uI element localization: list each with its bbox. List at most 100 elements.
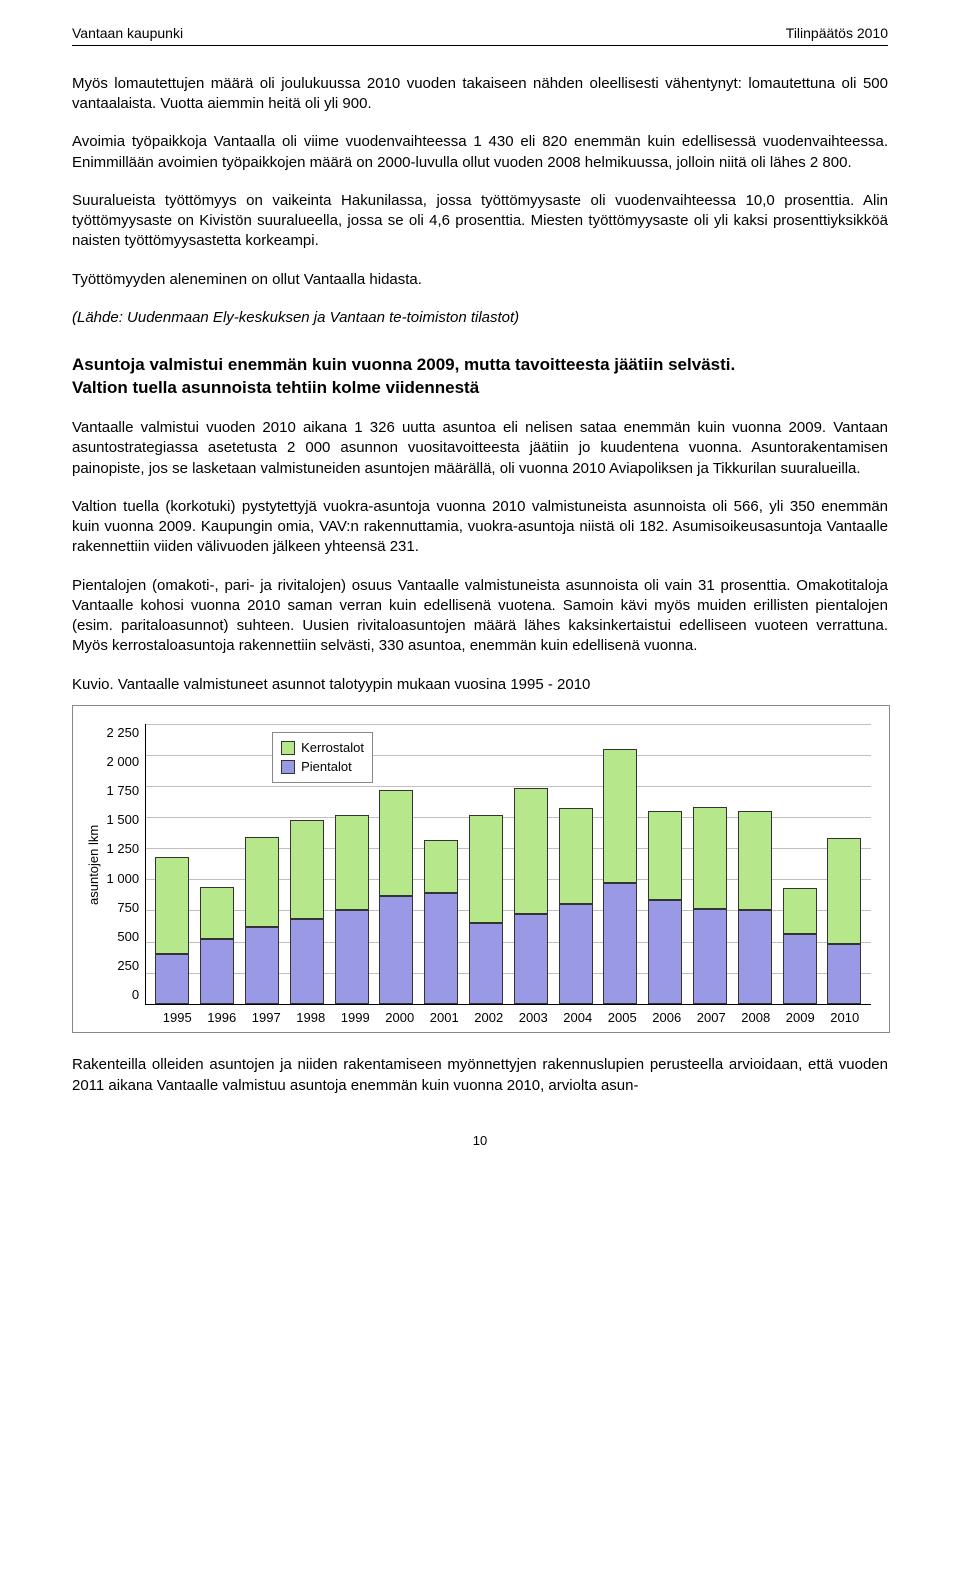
bar-segment-kerrostalot [559,808,593,904]
bar-segment-pientalot [783,934,817,1004]
chart-plot-area: Kerrostalot Pientalot [145,724,871,1005]
bar-segment-kerrostalot [738,811,772,911]
document-page: Vantaan kaupunki Tilinpäätös 2010 Myös l… [0,0,960,1197]
bar-segment-pientalot [290,919,324,1004]
paragraph: Myös lomautettujen määrä oli joulukuussa… [72,74,888,115]
paragraph: Pientalojen (omakoti-, pari- ja rivitalo… [72,576,888,657]
paragraph: Valtion tuella (korkotuki) pystytettyjä … [72,497,888,558]
x-tick-label: 2002 [472,1009,506,1027]
chart-bar [693,807,727,1004]
x-tick-label: 2009 [783,1009,817,1027]
y-tick-label: 250 [107,957,140,975]
chart-bar [738,811,772,1004]
bar-segment-kerrostalot [469,815,503,923]
bar-segment-pientalot [559,904,593,1004]
chart-body: asuntojen lkm 2 250 2 000 1 750 1 500 1 250 1… [81,724,871,1005]
page-header: Vantaan kaupunki Tilinpäätös 2010 [72,24,888,46]
bar-segment-kerrostalot [155,857,189,954]
chart-bar [648,811,682,1004]
bar-segment-pientalot [335,910,369,1003]
chart-frame: asuntojen lkm 2 250 2 000 1 750 1 500 1 250 1… [72,705,890,1034]
x-tick-label: 1997 [249,1009,283,1027]
chart-bar [335,815,369,1004]
heading-line: Valtion tuella asunnoista tehtiin kolme … [72,378,479,397]
x-tick-label: 2008 [739,1009,773,1027]
paragraph: Suuralueista työttömyys on vaikeinta Hak… [72,191,888,252]
y-tick-label: 2 000 [107,753,140,771]
x-tick-label: 2010 [828,1009,862,1027]
bar-segment-kerrostalot [648,811,682,901]
chart-caption: Kuvio. Vantaalle valmistuneet asunnot ta… [72,675,888,695]
bar-segment-kerrostalot [424,840,458,894]
bar-segment-pientalot [379,896,413,1004]
chart-bar [424,840,458,1004]
chart-bar [559,808,593,1003]
x-tick-label: 2007 [694,1009,728,1027]
x-tick-label: 2000 [383,1009,417,1027]
bar-segment-pientalot [469,923,503,1004]
bar-segment-pientalot [648,900,682,1003]
chart-bar [514,788,548,1003]
bar-segment-kerrostalot [245,837,279,927]
y-tick-label: 2 250 [107,724,140,742]
chart-bar [290,820,324,1004]
heading-line: Asuntoja valmistui enemmän kuin vuonna 2… [72,355,735,374]
bar-segment-kerrostalot [603,749,637,883]
header-left: Vantaan kaupunki [72,24,183,43]
bar-segment-kerrostalot [783,888,817,934]
x-tick-label: 1995 [160,1009,194,1027]
y-axis-label: asuntojen lkm [81,724,107,1005]
section-heading: Asuntoja valmistui enemmän kuin vuonna 2… [72,354,888,400]
page-number: 10 [72,1132,888,1150]
x-tick-label: 2004 [561,1009,595,1027]
paragraph: Rakenteilla olleiden asuntojen ja niiden… [72,1055,888,1096]
bar-segment-kerrostalot [693,807,727,909]
bar-segment-pientalot [155,954,189,1004]
chart-bar [827,838,861,1003]
chart-bar [155,857,189,1004]
bar-segment-kerrostalot [335,815,369,911]
chart-bar [603,749,637,1004]
bar-segment-pientalot [245,927,279,1004]
bar-segment-kerrostalot [200,887,234,939]
chart-bar [469,815,503,1004]
source-note: (Lähde: Uudenmaan Ely-keskuksen ja Vanta… [72,308,888,328]
x-tick-label: 2006 [650,1009,684,1027]
paragraph: Vantaalle valmistui vuoden 2010 aikana 1… [72,418,888,479]
x-tick-label: 2005 [605,1009,639,1027]
bar-segment-kerrostalot [379,790,413,896]
x-tick-label: 2003 [516,1009,550,1027]
y-tick-label: 1 750 [107,782,140,800]
y-tick-label: 1 000 [107,870,140,888]
y-tick-label: 0 [107,986,140,1004]
y-tick-label: 500 [107,928,140,946]
y-tick-label: 1 500 [107,811,140,829]
paragraph: Työttömyyden aleneminen on ollut Vantaal… [72,270,888,290]
header-right: Tilinpäätös 2010 [786,24,888,43]
x-tick-label: 1999 [338,1009,372,1027]
x-axis-spacer [81,1005,151,1027]
x-tick-label: 2001 [427,1009,461,1027]
x-tick-label: 1996 [205,1009,239,1027]
x-tick-label: 1998 [294,1009,328,1027]
chart-bar [379,790,413,1004]
x-axis-labels: 1995 1996 1997 1998 1999 2000 2001 2002 2003 2004… [151,1005,871,1027]
chart-bar [783,888,817,1004]
bar-segment-kerrostalot [514,788,548,914]
bar-segment-pientalot [424,893,458,1004]
paragraph: Avoimia työpaikkoja Vantaalla oli viime … [72,132,888,173]
chart-bars [146,724,871,1004]
y-tick-label: 750 [107,899,140,917]
bar-segment-pientalot [693,909,727,1004]
bar-segment-kerrostalot [290,820,324,920]
bar-segment-pientalot [514,914,548,1004]
chart-bar [245,837,279,1004]
bar-segment-pientalot [827,944,861,1004]
bar-segment-pientalot [603,883,637,1004]
bar-segment-pientalot [200,939,234,1004]
bar-segment-kerrostalot [827,838,861,944]
x-axis-row: 1995 1996 1997 1998 1999 2000 2001 2002 2003 2004… [81,1005,871,1027]
chart-bar [200,887,234,1004]
y-tick-label: 1 250 [107,840,140,858]
y-axis-ticks: 2 250 2 000 1 750 1 500 1 250 1 000 750 500 250 0 [107,724,146,1004]
